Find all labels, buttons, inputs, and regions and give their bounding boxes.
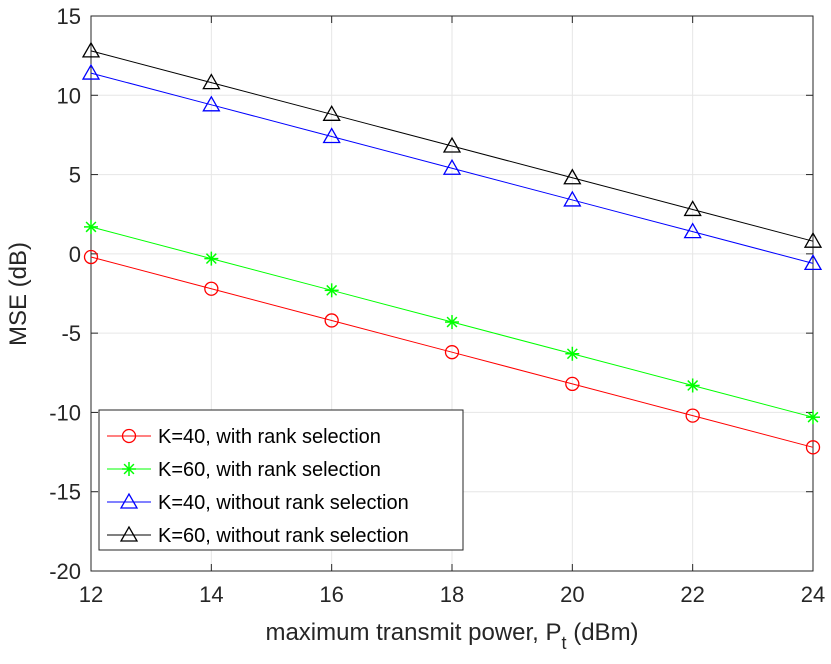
legend-label: K=60, without rank selection: [158, 525, 409, 547]
y-tick-label: -20: [49, 559, 81, 584]
x-tick-label: 22: [680, 582, 704, 607]
y-tick-label: 5: [69, 163, 81, 188]
x-tick-label: 14: [199, 582, 223, 607]
y-axis-label: MSE (dB): [5, 242, 32, 346]
x-tick-label: 18: [440, 582, 464, 607]
marker-asterisk: [84, 220, 98, 234]
marker-asterisk: [565, 347, 579, 361]
x-axis-label: maximum transmit power, Pt (dBm): [265, 619, 638, 653]
marker-asterisk: [325, 283, 339, 297]
legend-label: K=40, with rank selection: [158, 426, 381, 448]
y-tick-label: 10: [57, 83, 81, 108]
x-axis-label-unit: (dBm): [567, 619, 639, 646]
marker-asterisk: [686, 378, 700, 392]
y-tick-label: 0: [69, 242, 81, 267]
x-tick-label: 20: [560, 582, 584, 607]
y-tick-label: 15: [57, 4, 81, 29]
marker-asterisk: [122, 462, 136, 476]
legend-label: K=60, with rank selection: [158, 459, 381, 481]
y-tick-label: -5: [61, 321, 81, 346]
marker-asterisk: [806, 410, 820, 424]
x-tick-label: 12: [79, 582, 103, 607]
marker-asterisk: [445, 315, 459, 329]
mse-chart: 12 14 16 18 20 22 24 -20 -15 -10 -5 0 5 10 15 MSE (dB)…: [0, 0, 831, 664]
x-tick-label: 24: [801, 582, 825, 607]
marker-asterisk: [204, 252, 218, 266]
x-tick-label: 16: [319, 582, 343, 607]
y-tick-label: -10: [49, 400, 81, 425]
legend-label: K=40, without rank selection: [158, 492, 409, 514]
legend: K=40, with rank selection K=60, with rank…: [99, 410, 463, 550]
x-axis-label-main: maximum transmit power, P: [265, 619, 561, 646]
y-tick-label: -15: [49, 480, 81, 505]
